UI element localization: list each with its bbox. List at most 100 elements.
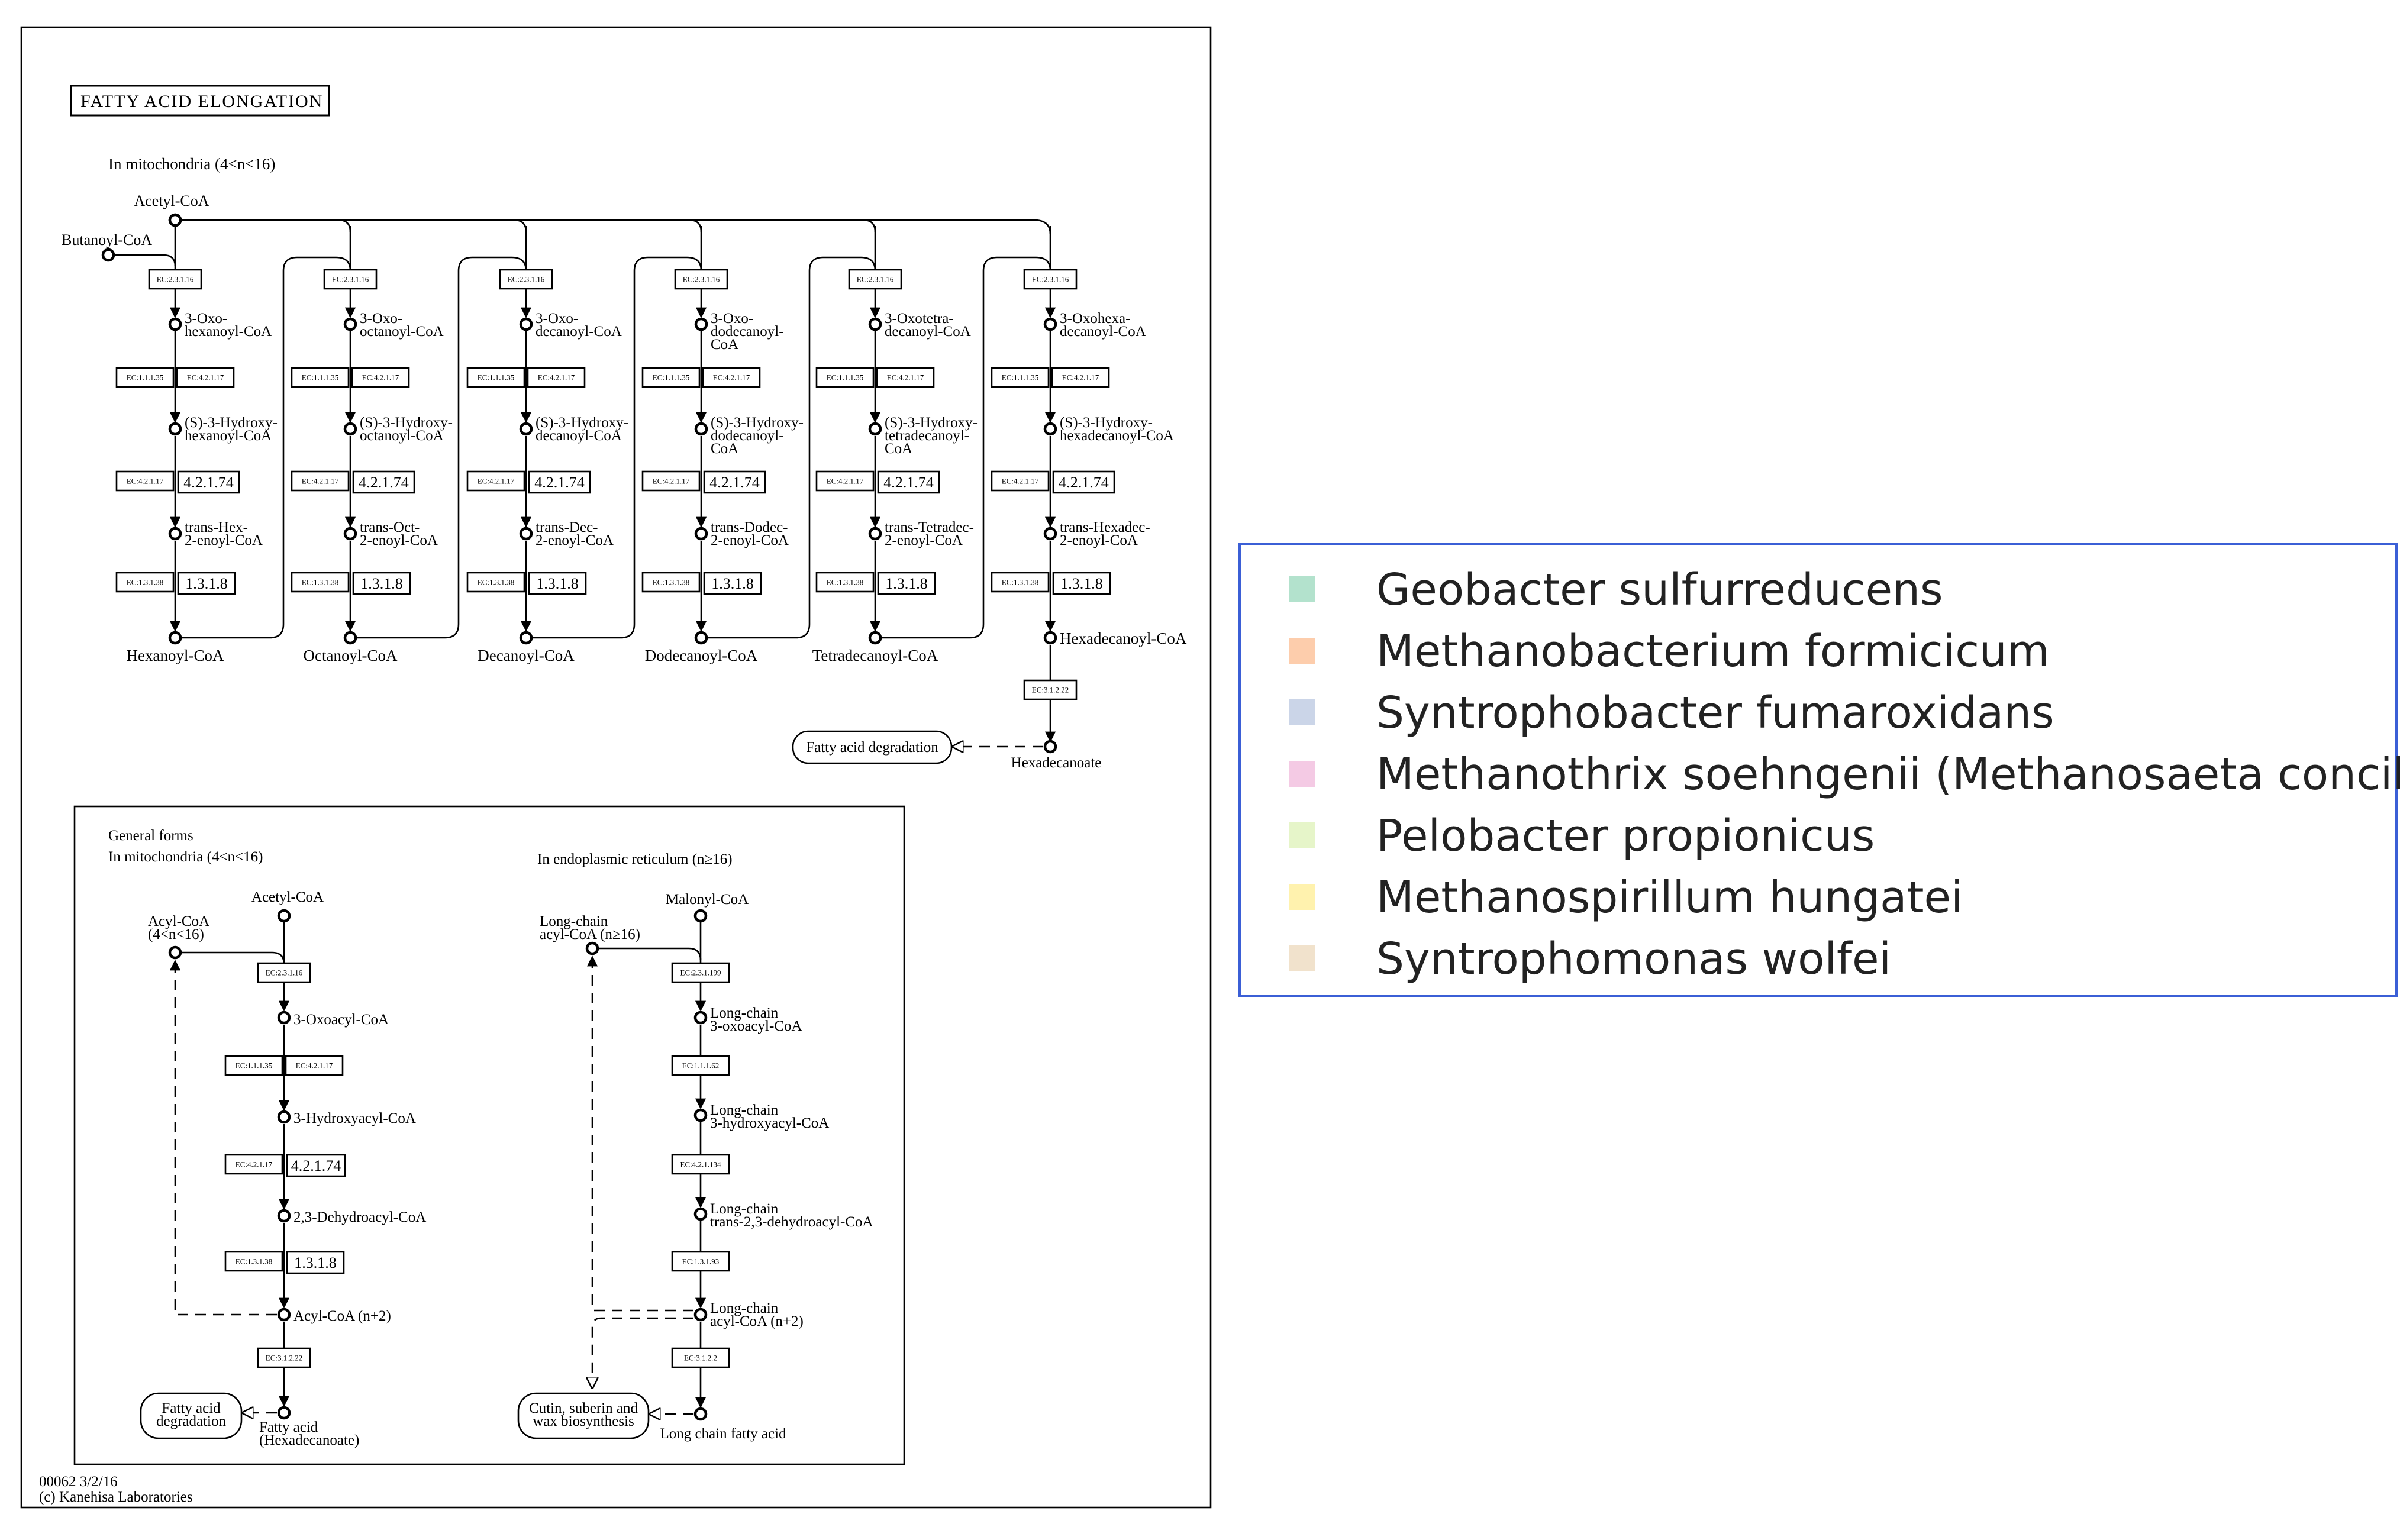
compound-label-fatty-acid: Fatty acid xyxy=(259,1419,318,1435)
map-footer-copyright: (c) Kanehisa Laboratories xyxy=(39,1489,193,1505)
compound-node xyxy=(519,527,533,541)
enzyme-label: EC:1.3.1.38 xyxy=(127,578,163,587)
compound-label-oxo: dodecanoyl- xyxy=(711,324,784,340)
enzyme-condensation xyxy=(148,269,202,290)
legend-swatch xyxy=(1289,761,1315,787)
legend-item: Methanothrix soehngenii (Methanosaeta co… xyxy=(1241,743,2400,802)
compound-label-product: Hexanoyl-CoA xyxy=(127,647,224,664)
enzyme-thioesterase xyxy=(671,1347,730,1368)
compound-label-hydroxy: CoA xyxy=(711,441,738,457)
enzyme-label: EC:1.3.1.38 xyxy=(478,578,514,587)
compound-node xyxy=(1043,527,1057,541)
compound-label-lc-hydroxy: Long-chain xyxy=(710,1102,779,1118)
enzyme-label: EC:3.1.2.2 xyxy=(684,1354,717,1363)
pathway-link-label: wax biosynthesis xyxy=(533,1413,634,1429)
compound-node xyxy=(343,527,357,541)
compound-label-hydroxy: (S)-3-Hydroxy- xyxy=(536,415,628,431)
enzyme-label: 4.2.1.74 xyxy=(534,474,585,491)
legend-item: Methanospirillum hungatei xyxy=(1241,866,2395,925)
compound-label-lc-dehydro: Long-chain xyxy=(710,1201,779,1217)
compound-node xyxy=(693,1307,708,1322)
compound-node xyxy=(519,317,533,331)
compound-label-enoyl: 2-enoyl-CoA xyxy=(536,532,614,548)
enzyme-label: EC:3.1.2.22 xyxy=(266,1354,302,1363)
compound-label-enoyl: 2-enoyl-CoA xyxy=(185,532,263,548)
enzyme-label: EC:4.2.1.134 xyxy=(680,1160,721,1169)
enzyme-dehydratase-main xyxy=(1052,470,1115,494)
enzyme-label: EC:1.3.1.38 xyxy=(302,578,338,587)
enzyme-label: EC:1.3.1.38 xyxy=(827,578,863,587)
compound-label-longchain-acyl: acyl-CoA (n≥16) xyxy=(540,926,640,942)
enzyme-dehydratase xyxy=(671,1154,730,1175)
legend-label: Methanobacterium formicicum xyxy=(1376,626,2050,677)
compound-node xyxy=(343,422,357,436)
compound-label-hydroxyacyl: 3-Hydroxyacyl-CoA xyxy=(293,1110,416,1126)
enzyme-label: EC:2.3.1.16 xyxy=(1032,275,1069,284)
compound-node xyxy=(1043,740,1057,754)
compound-node xyxy=(693,1010,708,1025)
compound-node xyxy=(343,631,357,645)
compound-label-hydroxy: hexanoyl-CoA xyxy=(185,428,272,444)
enzyme-reductase xyxy=(876,367,935,388)
enzyme-label: EC:1.1.1.35 xyxy=(236,1061,272,1070)
mitochondria-elongation-pathway: Acetyl-CoA Butanoyl-CoA EC:2.3.1.16 EC:1.1.… xyxy=(62,192,1187,771)
enzyme-reductase xyxy=(351,367,410,388)
enzyme-label: EC:1.1.1.35 xyxy=(478,373,514,382)
compound-label-acetyl: Acetyl-CoA xyxy=(134,192,209,209)
compound-label-hexadecanoate: Hexadecanoate xyxy=(1011,755,1102,771)
enzyme-label: 1.3.1.8 xyxy=(1060,575,1103,592)
compound-node xyxy=(168,527,182,541)
compound-node xyxy=(277,1406,291,1420)
enzyme-reductase xyxy=(641,367,701,388)
compound-node xyxy=(868,527,882,541)
compound-label-oxo: CoA xyxy=(711,337,738,353)
enzyme-label: EC:4.2.1.17 xyxy=(236,1160,273,1169)
enzyme-label: EC:4.2.1.17 xyxy=(827,477,864,486)
compound-label-product: Octanoyl-CoA xyxy=(304,647,398,664)
compound-node xyxy=(343,317,357,331)
enzyme-label: EC:4.2.1.17 xyxy=(187,373,224,382)
compound-node xyxy=(693,1108,708,1122)
elongation-loop xyxy=(181,256,351,639)
enzyme-condensation xyxy=(323,269,378,290)
compound-label-lc-oxo: Long-chain xyxy=(710,1005,779,1021)
compound-label-enoyl: trans-Hexadec- xyxy=(1060,519,1150,535)
enzyme-reductase xyxy=(991,367,1050,388)
compound-node xyxy=(693,909,708,923)
legend-swatch xyxy=(1289,884,1315,910)
enzyme-label: EC:1.1.1.62 xyxy=(682,1061,719,1070)
legend-swatch xyxy=(1289,699,1315,725)
compound-label-oxo: decanoyl-CoA xyxy=(536,324,622,340)
enzyme-dehydratase-main xyxy=(352,470,415,494)
compound-label-hydroxy: (S)-3-Hydroxy- xyxy=(185,415,278,431)
compound-label-product: Tetradecanoyl-CoA xyxy=(812,647,938,664)
enzyme-condensation xyxy=(257,962,311,983)
enzyme-label: EC:2.3.1.199 xyxy=(680,968,721,977)
enzyme-label: 1.3.1.8 xyxy=(711,575,754,592)
enzyme-enoyl-reductase xyxy=(115,572,175,593)
enzyme-label: EC:4.2.1.17 xyxy=(713,373,750,382)
enzyme-reductase xyxy=(702,367,761,388)
enzyme-dehydratase xyxy=(466,470,525,492)
enzyme-label: 1.3.1.8 xyxy=(885,575,928,592)
enzyme-label: EC:4.2.1.17 xyxy=(127,477,164,486)
compound-label-oxo: 3-Oxo- xyxy=(185,311,227,327)
enzyme-enoyl-reductase xyxy=(815,572,875,593)
compound-label-oxo: octanoyl-CoA xyxy=(360,324,444,340)
enzyme-label: 1.3.1.8 xyxy=(185,575,228,592)
enzyme-dehydratase xyxy=(641,470,701,492)
legend-label: Methanothrix soehngenii (Methanosaeta co… xyxy=(1376,749,2400,800)
compound-label-enoyl: 2-enoyl-CoA xyxy=(885,532,963,548)
compound-node xyxy=(868,422,882,436)
legend-label: Syntrophomonas wolfei xyxy=(1376,934,1892,984)
compound-node xyxy=(519,631,533,645)
compound-label-hydroxy: hexadecanoyl-CoA xyxy=(1060,428,1174,444)
compound-label-hydroxy: (S)-3-Hydroxy- xyxy=(711,415,804,431)
enzyme-dehydratase-main xyxy=(528,470,591,494)
pathway-link-label: Fatty acid degradation xyxy=(806,740,938,756)
compound-label-oxo: 3-Oxohexa- xyxy=(1060,311,1130,327)
enzyme-label: EC:4.2.1.17 xyxy=(1002,477,1039,486)
compound-label-product: Dodecanoyl-CoA xyxy=(645,647,758,664)
enzyme-enoyl-reductase-main xyxy=(286,1251,345,1274)
